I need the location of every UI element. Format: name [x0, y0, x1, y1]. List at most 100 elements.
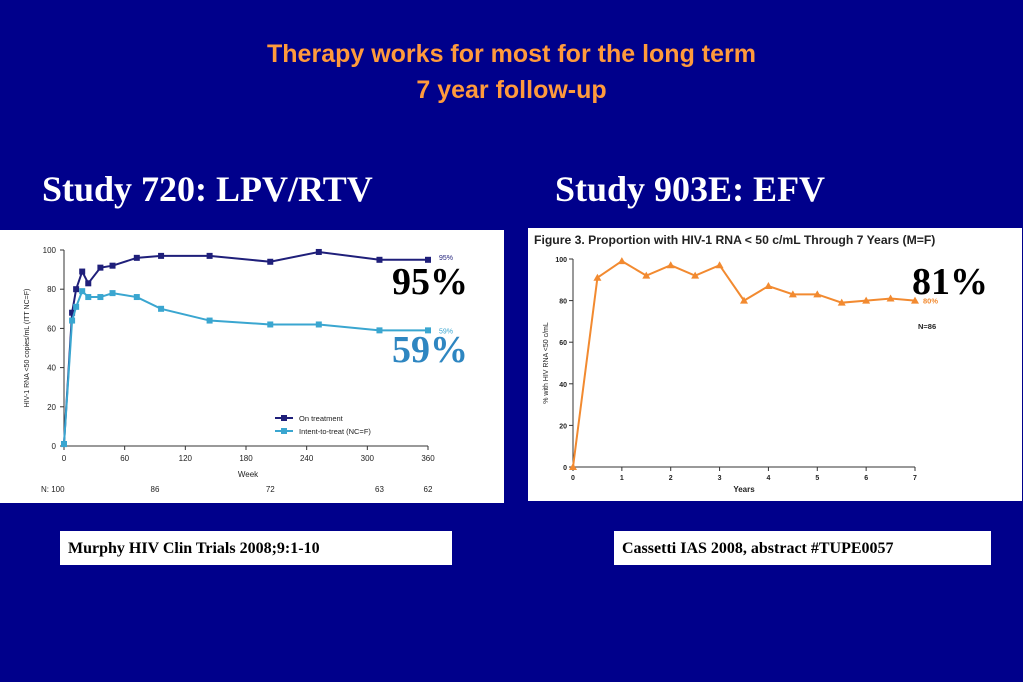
x-tick-label: 2: [669, 475, 673, 482]
y-tick-label: 60: [559, 340, 567, 347]
data-point: [69, 309, 76, 316]
left-citation: Murphy HIV Clin Trials 2008;9:1-10: [60, 531, 452, 565]
left-big-pct-on-treatment: 95%: [392, 261, 468, 303]
series-end-label: 80%: [923, 297, 938, 306]
data-point: [666, 261, 675, 269]
y-tick-label: 20: [559, 423, 567, 430]
data-point: [97, 294, 104, 301]
n-row-value: 63: [375, 485, 384, 494]
data-point: [73, 286, 80, 293]
x-axis-label: Years: [733, 485, 755, 494]
y-axis-label: % with HIV RNA <50 c/mL: [543, 322, 550, 404]
x-tick-label: 300: [361, 454, 375, 463]
slide-title-line1: Therapy works for most for the long term: [267, 40, 756, 68]
n-row-value: 62: [424, 485, 433, 494]
data-point: [133, 294, 140, 301]
data-point: [425, 327, 431, 334]
right-figure-title: Figure 3. Proportion with HIV-1 RNA < 50…: [534, 233, 936, 247]
data-point: [267, 258, 274, 265]
series-end-label: 95%: [439, 255, 453, 262]
data-point: [911, 296, 919, 304]
data-point: [691, 271, 700, 279]
n-note: N=86: [918, 322, 936, 331]
y-tick-label: 100: [555, 257, 567, 264]
n-row-value: 86: [151, 485, 160, 494]
data-point: [158, 252, 165, 259]
data-point: [85, 294, 92, 301]
x-tick-label: 180: [239, 454, 253, 463]
data-point: [267, 321, 274, 328]
x-tick-label: 4: [766, 475, 770, 482]
x-tick-label: 5: [815, 475, 819, 482]
data-point: [109, 290, 116, 297]
data-point: [376, 327, 383, 334]
data-point: [740, 296, 748, 304]
data-point: [862, 296, 871, 304]
y-tick-label: 60: [47, 324, 56, 333]
data-point: [642, 271, 651, 279]
x-tick-label: 0: [571, 475, 575, 482]
legend-label: On treatment: [299, 414, 344, 423]
data-point: [593, 273, 602, 281]
data-point: [97, 264, 104, 271]
x-tick-label: 3: [718, 475, 722, 482]
data-point: [85, 280, 92, 287]
data-point: [79, 268, 86, 275]
data-point: [69, 317, 76, 324]
x-tick-label: 0: [62, 454, 67, 463]
data-point: [788, 290, 797, 298]
legend-swatch-marker: [281, 415, 287, 421]
data-point: [61, 441, 67, 448]
data-point: [569, 463, 577, 470]
legend-swatch-marker: [281, 428, 287, 434]
y-tick-label: 80: [559, 299, 567, 306]
x-tick-label: 360: [421, 454, 435, 463]
right-citation: Cassetti IAS 2008, abstract #TUPE0057: [614, 531, 991, 565]
right-chart-panel: Figure 3. Proportion with HIV-1 RNA < 50…: [528, 228, 1022, 501]
data-point: [376, 256, 383, 263]
y-tick-label: 40: [47, 364, 56, 373]
y-axis-label: HIV-1 RNA <50 copies/mL (ITT NC=F): [24, 289, 31, 408]
series-end-label: 59%: [439, 328, 453, 335]
data-point: [109, 262, 116, 269]
x-tick-label: 240: [300, 454, 314, 463]
data-point: [315, 248, 322, 255]
data-point: [715, 261, 724, 269]
data-point: [837, 298, 846, 306]
right-study-heading: Study 903E: EFV: [555, 169, 826, 209]
series-line: [572, 259, 916, 468]
x-axis-label: Week: [238, 470, 259, 479]
y-tick-label: 20: [47, 403, 56, 412]
n-row-label: N: 100: [41, 485, 65, 494]
x-tick-label: 120: [179, 454, 193, 463]
y-tick-label: 0: [563, 465, 567, 472]
data-point: [133, 254, 140, 261]
data-point: [764, 282, 773, 290]
x-tick-label: 7: [913, 475, 917, 482]
data-point: [206, 252, 213, 259]
data-point: [315, 321, 322, 328]
slide-title-line2: 7 year follow-up: [416, 76, 607, 104]
x-tick-label: 1: [620, 475, 624, 482]
legend-label: Intent-to-treat (NC=F): [299, 427, 371, 436]
data-point: [158, 305, 165, 312]
data-point: [73, 303, 80, 310]
x-tick-label: 60: [120, 454, 129, 463]
left-study-heading: Study 720: LPV/RTV: [42, 169, 373, 209]
series-line-on-treatment: [63, 250, 428, 445]
data-point: [425, 256, 431, 263]
data-point: [79, 288, 86, 295]
data-point: [206, 317, 213, 324]
data-point: [886, 294, 895, 302]
series-line-itt: [63, 289, 428, 445]
y-tick-label: 40: [559, 382, 567, 389]
n-row-value: 72: [266, 485, 275, 494]
y-tick-label: 80: [47, 285, 56, 294]
x-tick-label: 6: [864, 475, 868, 482]
left-chart-panel: 0 20 40 60 80 100 0 60 120 180 240 300 360 Week HIV-1 …: [0, 230, 504, 503]
y-tick-label: 0: [52, 442, 57, 451]
data-point: [617, 257, 626, 265]
right-big-pct: 81%: [912, 261, 988, 303]
data-point: [813, 290, 822, 298]
left-chart: 0 20 40 60 80 100 0 60 120 180 240 300 360 Week HIV-1 …: [24, 246, 453, 494]
